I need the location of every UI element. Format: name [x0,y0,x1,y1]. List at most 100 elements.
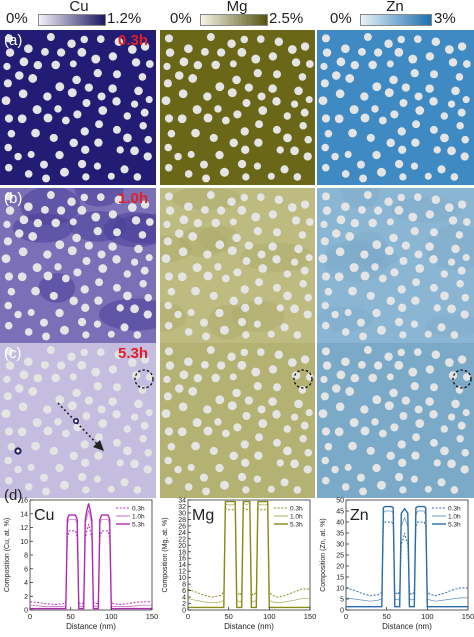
precipitate [107,330,115,338]
plot-frame [187,499,311,611]
precipitate [268,84,277,93]
precipitate [14,384,24,393]
precipitate [299,121,307,130]
precipitate [372,463,381,473]
precipitate [359,174,367,183]
precipitate [112,125,121,134]
precipitate [318,254,328,263]
precipitate [425,210,435,219]
precipitate [447,459,456,469]
precipitate [241,458,250,467]
precipitate [257,405,266,414]
precipitate [242,173,250,181]
precipitate [145,60,154,68]
precipitate [276,459,284,467]
precipitate [318,96,328,105]
precipitate [390,423,399,432]
precipitate [164,476,173,485]
precipitate [4,347,13,356]
precipitate [398,458,407,467]
precipitate [413,35,422,43]
precipitate [290,146,299,156]
precipitate [54,263,62,271]
precipitate [290,304,299,314]
precipitate [253,162,262,170]
precipitate [165,206,175,215]
precipitate [394,317,404,327]
precipitate [5,206,15,215]
precipitate [94,138,103,147]
precipitate [429,283,438,292]
precipitate [401,396,410,405]
precipitate [368,218,377,228]
precipitate [267,172,275,180]
precipitate [386,373,394,381]
x-axis-label: Distance (nm) [382,622,432,631]
y-tick-label: 28 [178,517,186,524]
precipitate [321,114,331,123]
precipitate [320,62,328,71]
precipitate [291,371,301,380]
precipitate [116,146,124,154]
arrow-head [93,440,104,451]
precipitate [203,271,213,281]
precipitate [241,303,250,312]
panel-label-a: (a) [4,32,23,49]
precipitate [80,193,88,202]
precipitate [80,127,89,136]
precipitate [397,440,406,449]
precipitate [167,442,176,451]
zn-colorbar-gradient [360,14,432,26]
precipitate [3,375,11,384]
precipitate [51,60,60,70]
precipitate [193,373,203,383]
precipitate [95,433,104,442]
precipitate [108,52,118,61]
precipitate [77,159,87,169]
precipitate [440,112,449,120]
x-tick-label: 0 [344,612,348,621]
y-tick-label: 8 [182,582,186,589]
precipitate [229,60,237,68]
precipitate [57,48,66,57]
precipitate [179,57,189,67]
precipitate [425,52,435,61]
precipitate [232,388,241,398]
precipitate [318,409,328,418]
precipitate [123,112,132,120]
precipitate [433,146,441,154]
precipitate [80,348,88,357]
precipitate [440,133,449,143]
precipitate [202,174,210,183]
precipitate [399,257,408,265]
precipitate [444,45,454,54]
precipitate [114,350,124,359]
precipitate [14,152,22,161]
precipitate [209,446,218,455]
precipitate [321,192,330,201]
panel-label-d: (d) [4,487,23,504]
precipitate [229,451,238,461]
y-tick-label: 16 [20,498,28,505]
precipitate [164,427,174,436]
precipitate [258,106,268,115]
precipitate [4,321,13,330]
precipitate [360,250,369,259]
precipitate [378,429,387,438]
precipitate [203,250,212,259]
precipitate [268,397,277,406]
precipitate [179,215,189,225]
x-tick-label: 0 [186,612,190,621]
precipitate [272,255,281,264]
precipitate [24,44,33,54]
precipitate [131,216,141,225]
precipitate [242,486,250,494]
y-tick-label: 20 [336,564,344,571]
precipitate [192,263,202,273]
precipitate [242,412,251,420]
precipitate [91,54,101,64]
precipitate [217,48,226,57]
precipitate [320,375,328,384]
precipitate [215,308,224,318]
precipitate [394,159,404,169]
